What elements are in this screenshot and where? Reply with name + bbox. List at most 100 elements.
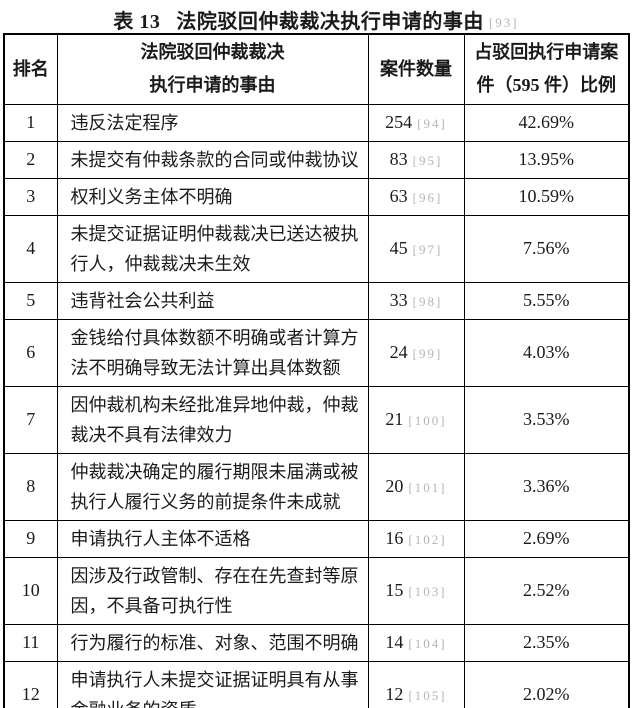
count-value: 15 <box>385 580 404 600</box>
ratio-value: 2.69% <box>523 528 570 548</box>
reason-cell: 申请执行人未提交证据证明具有从事金融业务的资质 <box>56 660 369 708</box>
count-value: 33 <box>389 290 408 310</box>
ratio-value: 7.56% <box>523 238 570 258</box>
count-cell: 16 [102] <box>367 519 465 558</box>
count-value: 45 <box>389 238 408 258</box>
header-rank: 排名 <box>3 33 58 105</box>
rank-value: 12 <box>21 684 40 704</box>
count-footnote-ref: [102] <box>408 532 447 547</box>
count-value: 16 <box>385 528 404 548</box>
count-value: 20 <box>385 476 404 496</box>
count-footnote-ref: [101] <box>408 480 447 495</box>
table-row: 7 因仲裁机构未经批准异地仲裁，仲裁裁决不具有法律效力 21 [100] 3.53… <box>3 385 630 454</box>
ratio-cell: 7.56% <box>463 214 630 283</box>
count-value: 254 <box>385 112 413 132</box>
rank-cell: 9 <box>3 519 58 558</box>
table-row: 10 因涉及行政管制、存在在先查封等原因，不具备可执行性 15 [103] 2.5… <box>3 556 630 625</box>
rejection-reasons-table: 排名 法院驳回仲裁裁决 执行申请的事由 案件数量 占驳回执行申请案 件（595 … <box>3 33 630 708</box>
rank-value: 5 <box>26 290 36 310</box>
count-cell: 12 [105] <box>367 660 465 708</box>
ratio-value: 42.69% <box>518 112 575 132</box>
count-footnote-ref: [100] <box>408 413 447 428</box>
ratio-cell: 2.52% <box>463 556 630 625</box>
header-ratio-line2: 件（595 件）比例 <box>476 75 617 96</box>
ratio-cell: 3.53% <box>463 385 630 454</box>
ratio-cell: 42.69% <box>463 103 630 142</box>
reason-text: 行为履行的标准、对象、范围不明确 <box>70 632 359 653</box>
count-cell: 45 [97] <box>367 214 465 283</box>
rank-cell: 3 <box>3 177 58 216</box>
rank-cell: 5 <box>3 281 58 320</box>
reason-cell: 行为履行的标准、对象、范围不明确 <box>56 623 369 662</box>
count-footnote-ref: [98] <box>412 294 443 309</box>
count-cell: 14 [104] <box>367 623 465 662</box>
header-count: 案件数量 <box>367 33 465 105</box>
count-value: 21 <box>385 409 404 429</box>
table-row: 9 申请执行人主体不适格 16 [102] 2.69% <box>3 519 630 558</box>
count-footnote-ref: [105] <box>408 688 447 703</box>
ratio-cell: 3.36% <box>463 452 630 521</box>
table-header: 排名 法院驳回仲裁裁决 执行申请的事由 案件数量 占驳回执行申请案 件（595 … <box>3 33 630 105</box>
table-body: 1 违反法定程序 254 [94] 42.69% 2 未提交有仲裁条款的合同或仲裁… <box>3 103 630 708</box>
reason-text: 因涉及行政管制、存在在先查封等原因，不具备可执行性 <box>70 565 359 616</box>
rank-value: 9 <box>26 528 36 548</box>
rank-value: 10 <box>21 580 40 600</box>
table-row: 8 仲裁裁决确定的履行期限未届满或被执行人履行义务的前提条件未成就 20 [101… <box>3 452 630 521</box>
reason-cell: 未提交有仲裁条款的合同或仲裁协议 <box>56 140 369 179</box>
count-value: 14 <box>385 632 404 652</box>
ratio-value: 2.35% <box>523 632 570 652</box>
reason-cell: 违反法定程序 <box>56 103 369 142</box>
table-caption-title: 法院驳回仲裁裁决执行申请的事由 <box>176 11 484 33</box>
rank-value: 11 <box>22 632 40 652</box>
rank-value: 7 <box>26 409 36 429</box>
rank-value: 2 <box>26 149 36 169</box>
header-row: 排名 法院驳回仲裁裁决 执行申请的事由 案件数量 占驳回执行申请案 件（595 … <box>3 33 630 105</box>
count-value: 83 <box>389 149 408 169</box>
reason-cell: 权利义务主体不明确 <box>56 177 369 216</box>
count-footnote-ref: [97] <box>412 242 443 257</box>
reason-cell: 金钱给付具体数额不明确或者计算方法不明确导致无法计算出具体数额 <box>56 318 369 387</box>
count-footnote-ref: [103] <box>408 584 447 599</box>
count-value: 12 <box>385 684 404 704</box>
reason-cell: 仲裁裁决确定的履行期限未届满或被执行人履行义务的前提条件未成就 <box>56 452 369 521</box>
ratio-cell: 10.59% <box>463 177 630 216</box>
reason-text: 申请执行人主体不适格 <box>70 528 251 549</box>
rank-cell: 12 <box>3 660 58 708</box>
rank-cell: 6 <box>3 318 58 387</box>
header-reason-line2: 执行申请的事由 <box>149 75 276 96</box>
reason-text: 金钱给付具体数额不明确或者计算方法不明确导致无法计算出具体数额 <box>70 327 359 378</box>
count-cell: 15 [103] <box>367 556 465 625</box>
reason-cell: 未提交证据证明仲裁裁决已送达被执行人，仲裁裁决未生效 <box>56 214 369 283</box>
header-ratio: 占驳回执行申请案 件（595 件）比例 <box>463 33 630 105</box>
table-row: 2 未提交有仲裁条款的合同或仲裁协议 83 [95] 13.95% <box>3 140 630 179</box>
count-footnote-ref: [104] <box>408 636 447 651</box>
rank-cell: 7 <box>3 385 58 454</box>
header-ratio-line1: 占驳回执行申请案 <box>474 42 619 63</box>
ratio-value: 5.55% <box>523 290 570 310</box>
count-footnote-ref: [95] <box>412 153 443 168</box>
count-footnote-ref: [94] <box>417 116 447 131</box>
rank-cell: 8 <box>3 452 58 521</box>
table-row: 12 申请执行人未提交证据证明具有从事金融业务的资质 12 [105] 2.02% <box>3 660 630 708</box>
count-cell: 20 [101] <box>367 452 465 521</box>
reason-text: 违背社会公共利益 <box>70 290 215 311</box>
ratio-value: 3.36% <box>523 476 570 496</box>
header-rank-label: 排名 <box>12 58 49 79</box>
ratio-cell: 2.02% <box>463 660 630 708</box>
ratio-value: 3.53% <box>523 409 570 429</box>
reason-cell: 因仲裁机构未经批准异地仲裁，仲裁裁决不具有法律效力 <box>56 385 369 454</box>
ratio-cell: 4.03% <box>463 318 630 387</box>
reason-text: 因仲裁机构未经批准异地仲裁，仲裁裁决不具有法律效力 <box>70 394 359 445</box>
rank-value: 4 <box>26 238 36 258</box>
rank-cell: 1 <box>3 103 58 142</box>
table-row: 4 未提交证据证明仲裁裁决已送达被执行人，仲裁裁决未生效 45 [97] 7.56… <box>3 214 630 283</box>
count-footnote-ref: [99] <box>412 346 443 361</box>
rank-cell: 10 <box>3 556 58 625</box>
reason-text: 申请执行人未提交证据证明具有从事金融业务的资质 <box>70 669 359 708</box>
count-cell: 33 [98] <box>367 281 465 320</box>
reason-cell: 违背社会公共利益 <box>56 281 369 320</box>
table-row: 3 权利义务主体不明确 63 [96] 10.59% <box>3 177 630 216</box>
table-caption: 表 13 法院驳回仲裁裁决执行申请的事由 [93] <box>0 5 632 33</box>
header-reason: 法院驳回仲裁裁决 执行申请的事由 <box>56 33 369 105</box>
